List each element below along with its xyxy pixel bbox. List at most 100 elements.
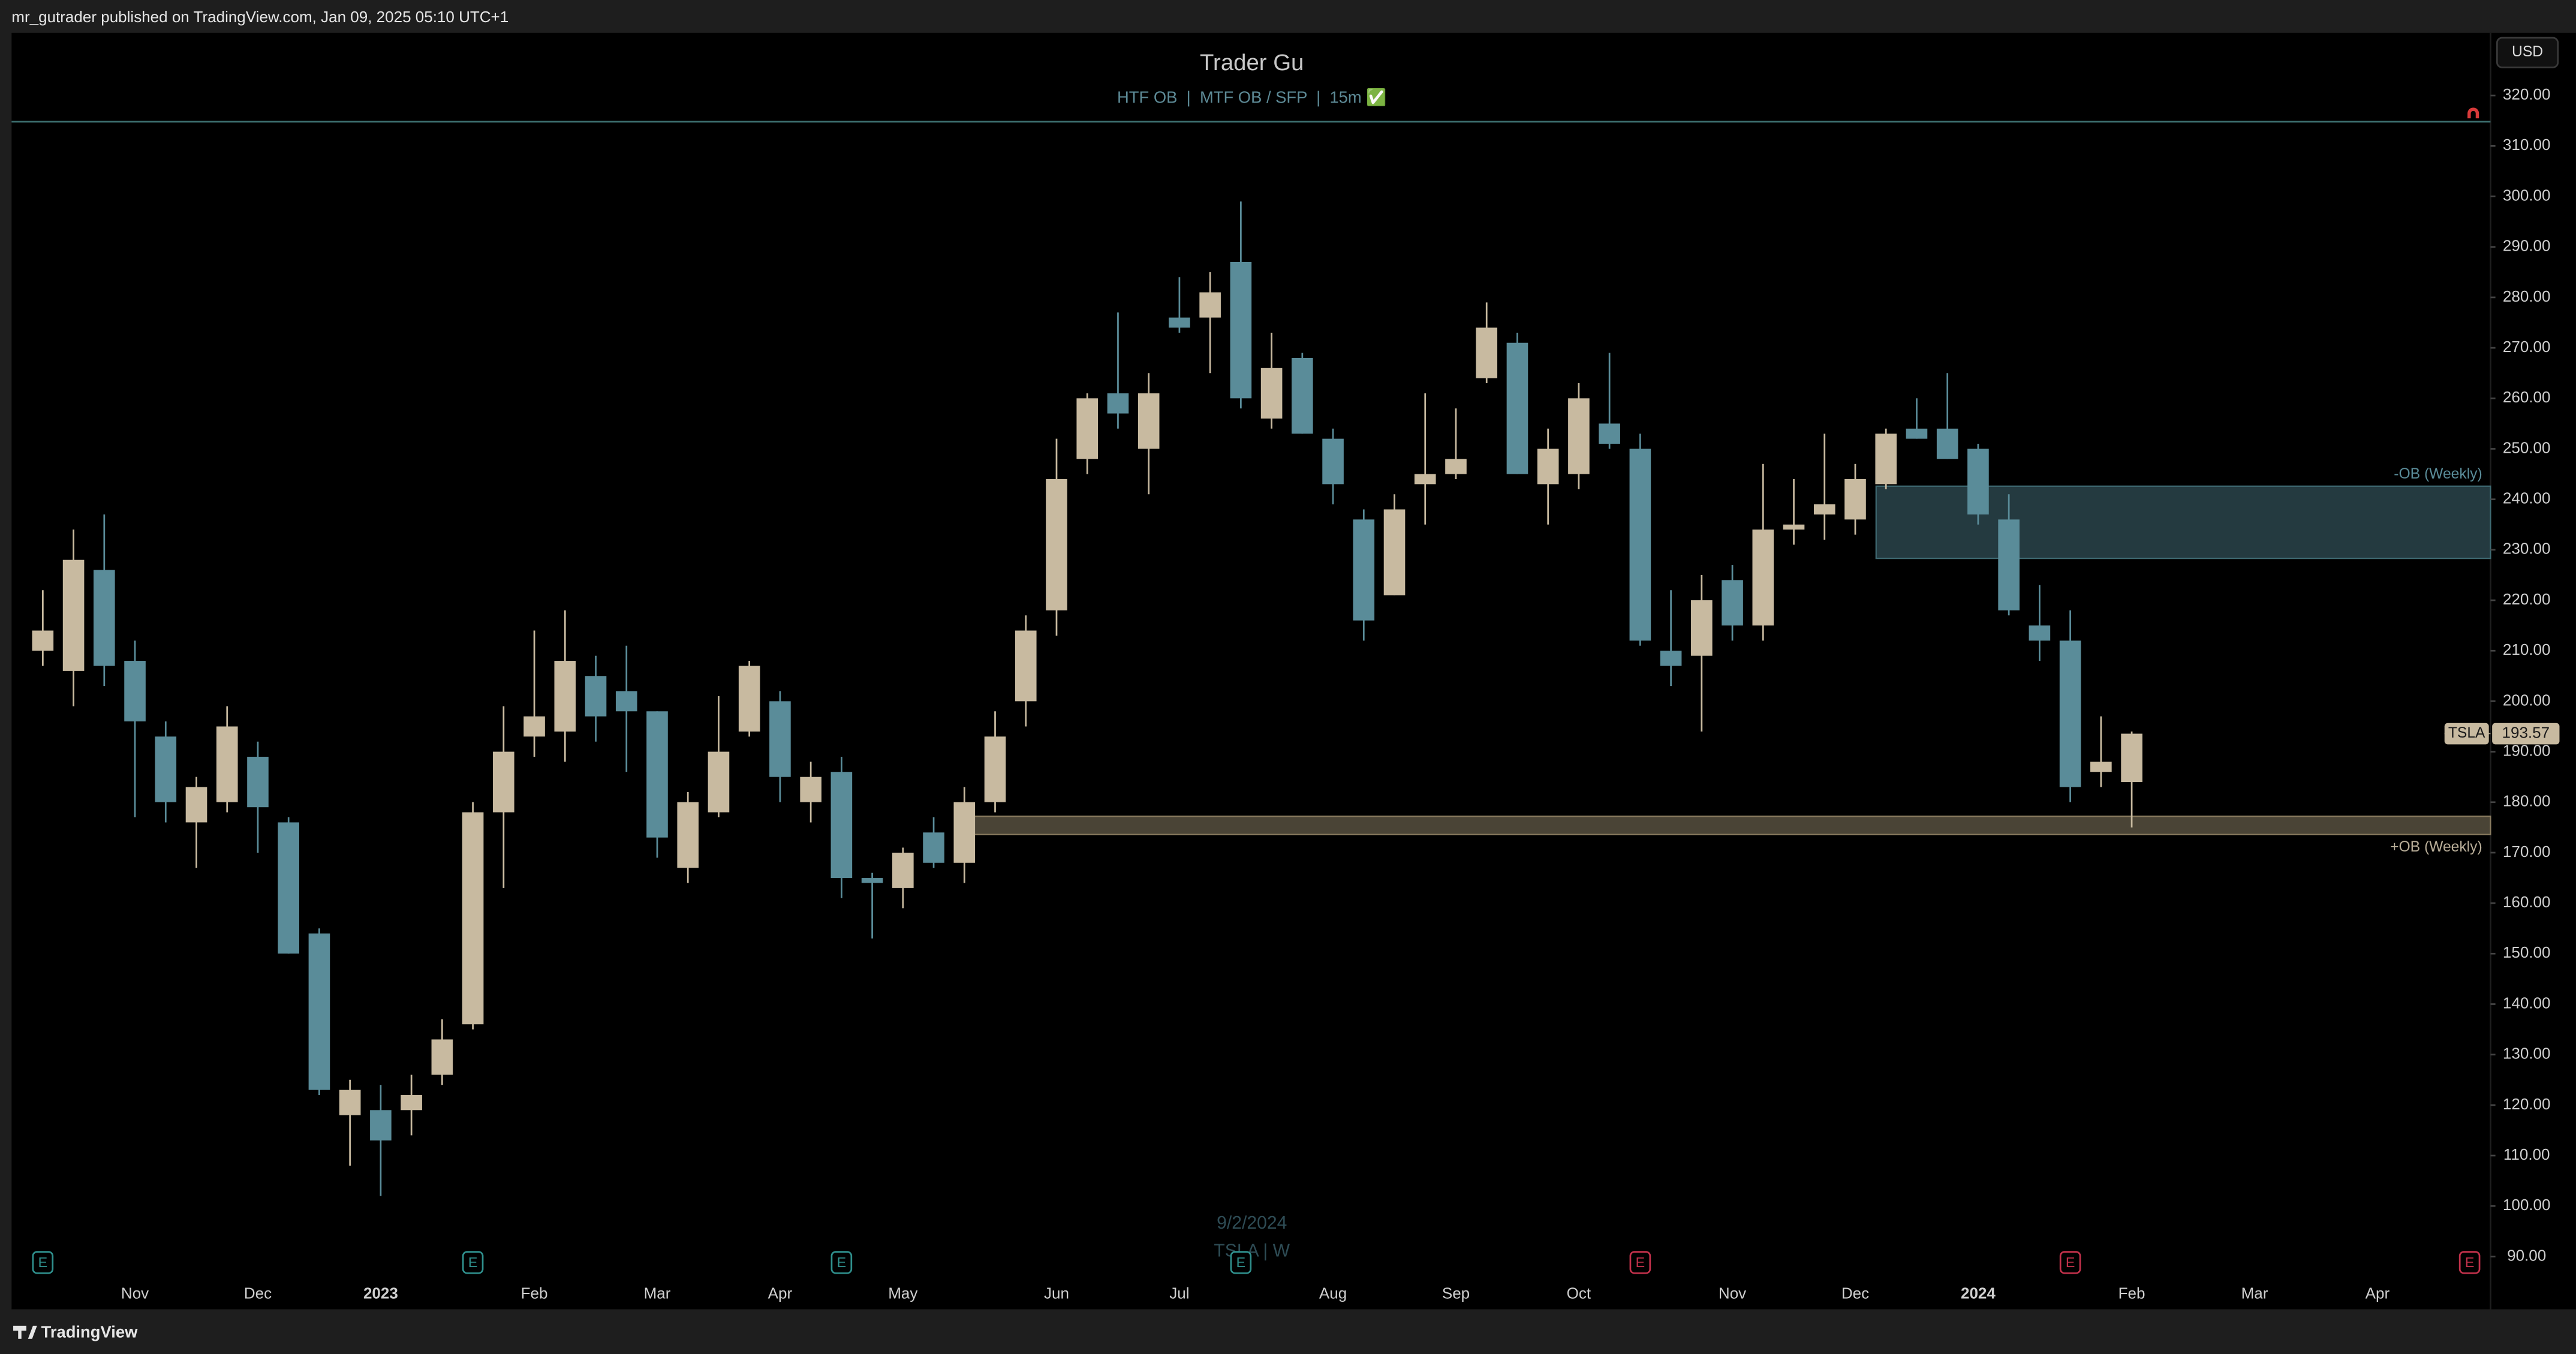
candle-body (493, 751, 514, 813)
publish-header: mr_gutrader published on TradingView.com… (11, 8, 508, 26)
symbol-label: TSLA (2448, 725, 2485, 741)
candle-body (1292, 357, 1313, 434)
y-tick-label: 230.00 (2503, 540, 2551, 558)
candle-body (800, 777, 821, 802)
y-tick-label: 190.00 (2503, 741, 2551, 759)
candle-body (1046, 479, 1067, 610)
x-tick-label: Apr (2366, 1284, 2390, 1302)
y-tick-label: 300.00 (2503, 186, 2551, 204)
candle-body (216, 726, 238, 802)
earnings-marker (462, 1251, 484, 1274)
y-tick-label: 90.00 (2507, 1246, 2546, 1264)
candle-body (1722, 580, 1743, 626)
candle-body (708, 751, 730, 813)
candle-body (1599, 423, 1620, 444)
magnet-icon[interactable] (2467, 107, 2479, 119)
x-tick-label: May (888, 1284, 917, 1302)
candle-body (1076, 398, 1099, 459)
candle-body (677, 802, 699, 868)
x-tick-label: Dec (244, 1284, 272, 1302)
candle-body (339, 1090, 361, 1115)
candle-body (1383, 509, 1406, 595)
candle-body (1568, 398, 1590, 474)
candle-body (830, 772, 853, 878)
candle-body (1752, 529, 1774, 626)
candle-body (1906, 428, 1928, 439)
candle-body (1169, 317, 1190, 328)
x-tick-label: 2023 (363, 1284, 398, 1302)
x-tick-label: Feb (2118, 1284, 2145, 1302)
x-tick-label: Nov (1719, 1284, 1746, 1302)
order-block-zone (1875, 485, 2491, 559)
y-tick-label: 280.00 (2503, 287, 2551, 305)
x-tick-label: Feb (521, 1284, 548, 1302)
earnings-marker (2059, 1251, 2081, 1274)
candle-body (1353, 519, 1375, 621)
candle-body (1506, 342, 1528, 474)
y-tick-label: 150.00 (2503, 943, 2551, 961)
candle-body (431, 1039, 453, 1075)
y-tick-label: 210.00 (2503, 640, 2551, 658)
candle-body (1936, 428, 1958, 459)
candle-body (1660, 651, 1682, 666)
zone-label: -OB (Weekly) (2394, 466, 2482, 482)
earnings-marker (32, 1251, 54, 1274)
candle-body (984, 736, 1006, 802)
candle-body (585, 676, 607, 717)
candle-body (1629, 449, 1651, 641)
candle-body (1445, 459, 1467, 474)
chart-pane (11, 32, 2576, 1310)
candle-body (185, 787, 207, 823)
candle-body (62, 559, 85, 671)
earnings-label: E (468, 1254, 478, 1270)
last-price-label: 193.57 (2502, 723, 2550, 741)
chart-title: Trader Gu (1200, 50, 1304, 76)
candle-body (953, 802, 976, 863)
earnings-label: E (837, 1254, 847, 1270)
chart-subtitle: HTF OB | MTF OB / SFP | 15m ✅ (1117, 88, 1386, 107)
currency-label: USD (2512, 44, 2543, 60)
y-tick-label: 140.00 (2503, 994, 2551, 1012)
x-tick-label: Mar (644, 1284, 671, 1302)
earnings-label: E (38, 1254, 48, 1270)
y-tick-label: 160.00 (2503, 893, 2551, 911)
earnings-marker (2458, 1251, 2481, 1274)
candle-body (554, 661, 576, 732)
candle-body (1998, 519, 2020, 610)
candle-body (124, 661, 146, 722)
x-tick-label: Aug (1319, 1284, 1347, 1302)
y-tick-label: 170.00 (2503, 843, 2551, 860)
candle-body (32, 630, 54, 651)
earnings-marker (830, 1251, 853, 1274)
x-tick-label: Sep (1442, 1284, 1470, 1302)
candle-body (738, 666, 760, 732)
symbol-box (2444, 723, 2489, 745)
zone-label: +OB (Weekly) (2390, 839, 2482, 855)
candle-body (278, 822, 300, 954)
x-tick-label: Jun (1044, 1284, 1069, 1302)
candle-body (1107, 393, 1129, 414)
y-tick-label: 320.00 (2503, 85, 2551, 103)
watermark-date: 9/2/2024 (1217, 1213, 1287, 1233)
candle-body (523, 716, 545, 737)
watermark-symbol: TSLA | W (1214, 1241, 1290, 1261)
candle-body (2121, 733, 2142, 783)
candle-body (1015, 630, 1037, 702)
candle-body (1260, 368, 1283, 419)
y-tick-label: 180.00 (2503, 792, 2551, 810)
y-tick-label: 130.00 (2503, 1045, 2551, 1063)
currency-button[interactable] (2496, 37, 2559, 68)
earnings-marker (1230, 1251, 1252, 1274)
x-tick-label: Jul (1169, 1284, 1189, 1302)
candle-body (1967, 449, 1989, 514)
candle-body (1476, 327, 1498, 378)
y-tick-label: 220.00 (2503, 590, 2551, 608)
candle-body (769, 701, 791, 777)
y-tick-label: 290.00 (2503, 237, 2551, 255)
x-tick-label: 2024 (1961, 1284, 1996, 1302)
y-tick-label: 120.00 (2503, 1095, 2551, 1113)
candle-body (1137, 393, 1160, 449)
earnings-label: E (2465, 1254, 2475, 1270)
order-block-zone (953, 816, 2491, 835)
candle-body (615, 691, 637, 712)
